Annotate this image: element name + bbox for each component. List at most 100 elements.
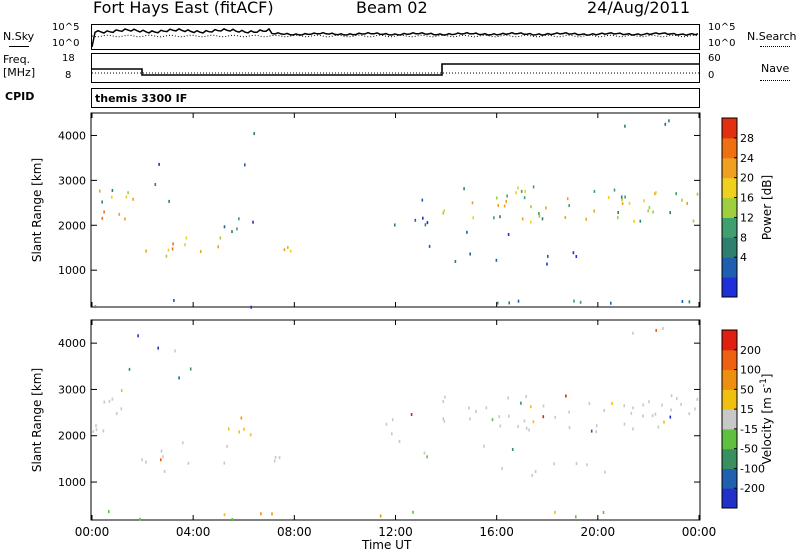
data-cell: [466, 230, 468, 234]
colorbar-tick-label: 100: [740, 364, 761, 377]
colorbar-tick-label: 50: [740, 383, 754, 396]
data-cell: [642, 414, 644, 418]
data-cell: [507, 396, 509, 400]
data-cell: [523, 196, 526, 200]
data-cell: [184, 243, 186, 247]
data-cell: [158, 162, 160, 166]
data-cell: [160, 458, 162, 462]
colorbar-tick-label: 200: [740, 344, 761, 357]
x-tick-label: 08:00: [277, 525, 312, 539]
data-cell: [412, 510, 414, 514]
data-cell: [499, 424, 502, 428]
data-cell: [553, 462, 555, 466]
colorbar-swatch: [722, 448, 737, 469]
data-cell: [442, 211, 445, 215]
colorbar-swatch: [722, 428, 737, 450]
data-cell: [611, 402, 613, 405]
data-cell: [517, 424, 519, 428]
data-cell: [226, 444, 228, 448]
data-cell: [669, 211, 671, 215]
data-cell: [663, 420, 665, 424]
velocity-colorbar: 200 100 50 15 -15 -50 -100 -200 Velocity [m s-1]: [721, 329, 774, 509]
data-cell: [231, 518, 234, 521]
data-cell: [111, 195, 113, 199]
data-cell: [145, 249, 147, 253]
colorbar-swatch: [722, 330, 737, 351]
data-cell: [530, 405, 532, 409]
data-cell: [422, 216, 424, 220]
data-cell: [694, 407, 696, 411]
noise-right-tick-bottom: 10^0: [708, 38, 736, 49]
data-cell: [530, 220, 532, 224]
data-cell: [531, 473, 533, 477]
x-tick-label: 12:00: [378, 525, 413, 539]
cpid-panel: themis 3300 IF: [91, 88, 700, 108]
data-cell: [675, 192, 677, 196]
data-cell: [588, 401, 591, 405]
noise-right-tick-top: 10^5: [708, 22, 736, 33]
noise-trace: [91, 27, 699, 48]
data-cell: [632, 427, 634, 431]
data-cell: [506, 194, 508, 198]
colorbar-swatch: [722, 277, 737, 298]
data-cell: [643, 199, 645, 203]
data-cell: [546, 262, 548, 266]
data-cell: [585, 217, 587, 221]
data-cell: [688, 412, 691, 416]
data-cell: [517, 186, 519, 190]
data-cell: [669, 415, 672, 419]
data-cell: [238, 430, 240, 434]
data-cell: [607, 196, 610, 200]
data-cell: [414, 218, 417, 222]
freq-label: Freq.: [3, 53, 31, 66]
data-cell: [421, 198, 424, 202]
data-cell: [554, 510, 556, 514]
colorbar-tick-label: 16: [740, 192, 754, 205]
freq-trace: [92, 63, 699, 76]
cpid-value: themis 3300 IF: [95, 92, 188, 105]
colorbar-swatch: [722, 157, 737, 179]
colorbar-swatch: [722, 177, 737, 199]
data-cell: [610, 301, 612, 305]
data-cell: [283, 248, 286, 252]
colorbar-tick-label: 12: [740, 211, 754, 224]
data-cell: [493, 216, 495, 220]
data-cell: [124, 217, 126, 221]
data-cell: [508, 301, 510, 305]
data-cell: [442, 400, 444, 403]
data-cell: [125, 195, 128, 199]
plot-frame: [90, 112, 701, 308]
nave-label: Nave: [761, 62, 790, 75]
data-cell: [517, 299, 520, 303]
data-cell: [696, 397, 699, 401]
data-cell: [568, 410, 570, 414]
data-cell: [219, 236, 222, 240]
colorbar-swatch: [722, 488, 737, 509]
y-tick-label: 2000: [58, 219, 86, 232]
noise-sky-label: N.Sky: [3, 30, 35, 43]
data-cell: [676, 397, 678, 401]
nave-legend-line: [760, 80, 790, 81]
noise-panel: [91, 24, 700, 50]
data-cell: [472, 216, 474, 220]
data-cell: [525, 426, 528, 430]
data-cell: [250, 305, 252, 309]
cpid-label: CPID: [5, 90, 35, 103]
data-cell: [624, 195, 626, 199]
data-cell: [542, 404, 545, 408]
power-colorbar: 28 24 20 16 12 8 4 Power [dB]: [721, 117, 774, 298]
data-cell: [94, 305, 97, 309]
data-cell: [670, 408, 672, 412]
data-cell: [444, 395, 446, 399]
x-axis-label: Time UT: [362, 538, 412, 552]
data-cell: [108, 510, 110, 514]
data-cell: [523, 419, 526, 423]
colorbar-swatch: [722, 468, 737, 489]
data-cell: [532, 420, 535, 424]
data-cell: [391, 432, 393, 436]
data-cell: [92, 430, 95, 434]
data-cell: [173, 299, 175, 302]
velocity-plot: 1000 2000 3000 4000 Slant Range [km]: [30, 319, 701, 521]
data-cell: [602, 511, 605, 514]
